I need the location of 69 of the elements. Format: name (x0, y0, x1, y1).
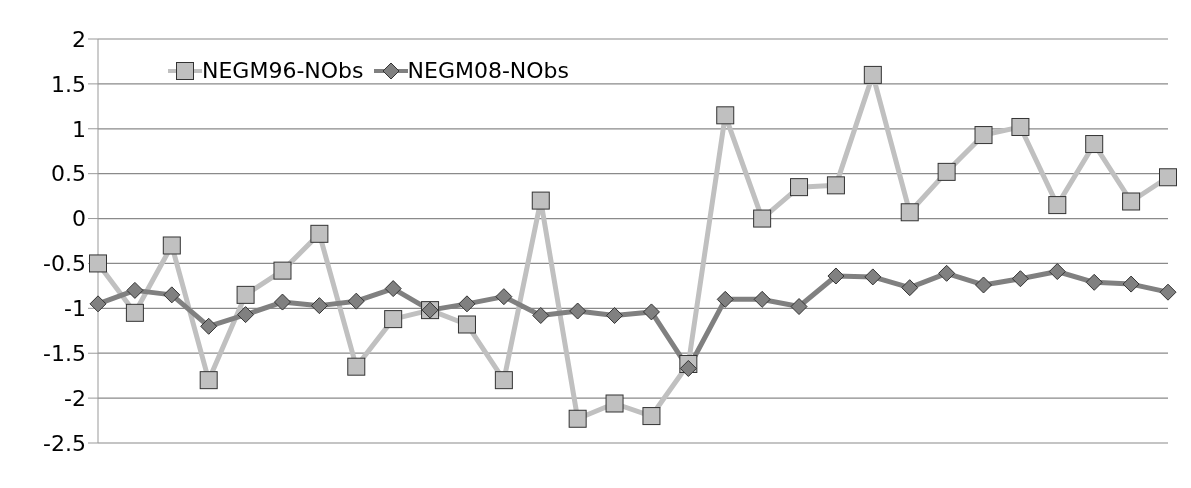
point (347, 357, 366, 376)
point (1011, 117, 1030, 136)
point (716, 290, 734, 308)
y-tick-label: -1.5 (43, 341, 86, 367)
y-tick-label: 0 (72, 206, 86, 232)
point (606, 307, 624, 325)
point (790, 298, 808, 316)
point (864, 268, 882, 286)
y-tick-label: -1 (64, 296, 86, 322)
y-tick-label: 2 (72, 26, 86, 52)
point (642, 303, 660, 321)
point (237, 306, 255, 324)
point (938, 264, 956, 282)
point (273, 293, 291, 311)
point (384, 310, 403, 329)
point (1048, 196, 1067, 215)
point (384, 280, 402, 298)
point (901, 279, 919, 297)
point (753, 290, 771, 308)
y-tick-label: -0.5 (43, 251, 86, 277)
point (310, 297, 328, 315)
y-tick-label: 1 (72, 116, 86, 142)
point (642, 407, 661, 426)
point (900, 203, 919, 222)
point (163, 286, 181, 304)
point (790, 178, 809, 197)
point (1011, 270, 1029, 288)
point (937, 162, 956, 181)
point (1159, 168, 1177, 187)
point (273, 261, 292, 280)
point (1122, 275, 1140, 293)
point (494, 371, 513, 390)
point (532, 307, 550, 325)
point (89, 295, 107, 313)
point (716, 106, 735, 125)
point (531, 191, 550, 210)
point (753, 209, 772, 228)
y-tick-label: 1.5 (51, 71, 86, 97)
point (974, 126, 993, 145)
point (568, 409, 587, 428)
point (826, 176, 845, 195)
point (569, 302, 587, 320)
point (1159, 283, 1177, 301)
point (89, 254, 107, 273)
point (347, 292, 365, 310)
y-tick-label: -2 (64, 385, 86, 411)
point (457, 315, 476, 334)
point (1122, 192, 1141, 211)
point (310, 224, 329, 243)
y-tick-label: 0.5 (51, 161, 86, 187)
point (605, 394, 624, 413)
point (863, 65, 882, 84)
point (827, 267, 845, 285)
point (236, 285, 255, 304)
legend-label: NEGM96-NObs (202, 58, 364, 83)
point (679, 359, 697, 377)
y-tick-label: -2.5 (43, 430, 86, 456)
point (495, 288, 513, 306)
legend-label: NEGM08-NObs (407, 58, 570, 83)
point (199, 371, 218, 390)
point (162, 236, 181, 255)
point (126, 281, 144, 299)
point (1085, 135, 1104, 154)
point (125, 303, 144, 322)
point (458, 295, 476, 313)
point (200, 317, 218, 335)
point (1085, 273, 1103, 291)
point (975, 276, 993, 294)
point (1048, 263, 1066, 281)
